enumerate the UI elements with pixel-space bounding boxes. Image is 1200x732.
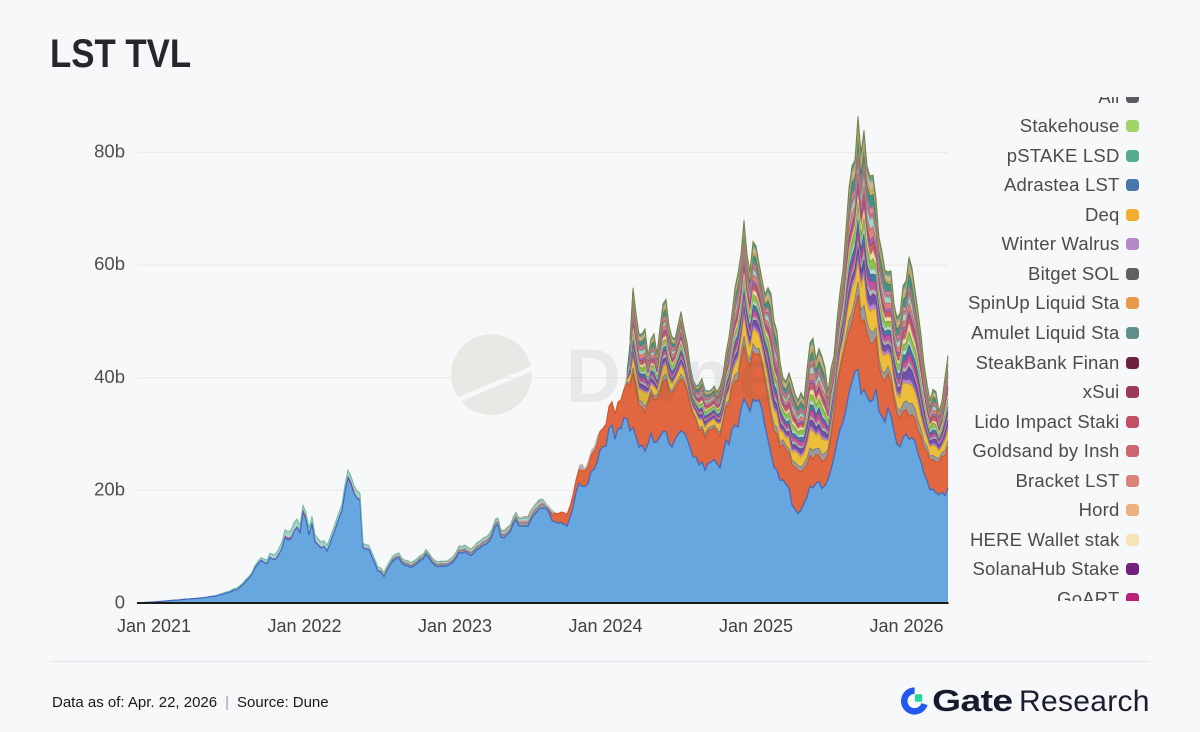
svg-text:Dune: Dune — [566, 334, 788, 419]
svg-text:Research: Research — [1019, 685, 1150, 718]
svg-text:20b: 20b — [94, 478, 125, 499]
svg-text:Jan 2022: Jan 2022 — [267, 616, 341, 636]
svg-text:0: 0 — [115, 592, 125, 613]
svg-text:Jan 2026: Jan 2026 — [869, 616, 943, 636]
svg-text:Gate: Gate — [932, 684, 1012, 718]
svg-text:Jan 2024: Jan 2024 — [568, 616, 642, 636]
svg-text:80b: 80b — [94, 141, 125, 162]
svg-text:Jan 2021: Jan 2021 — [117, 616, 191, 636]
svg-text:60b: 60b — [94, 253, 125, 274]
svg-text:40b: 40b — [94, 366, 125, 387]
svg-text:Jan 2023: Jan 2023 — [418, 616, 492, 636]
svg-text:Jan 2025: Jan 2025 — [719, 616, 793, 636]
